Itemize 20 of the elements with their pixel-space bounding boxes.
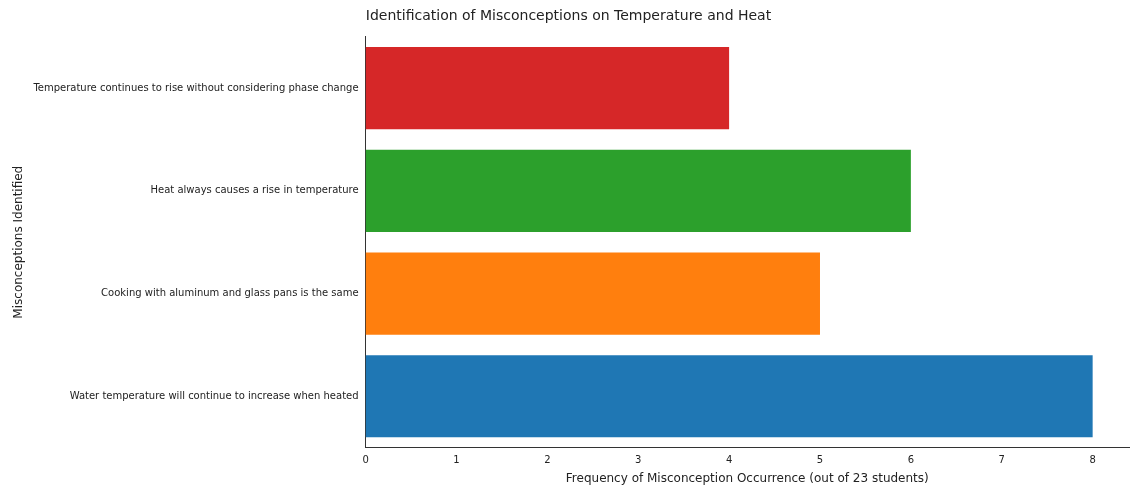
y-tick-label: Water temperature will continue to increase when heated bbox=[69, 389, 359, 401]
x-tick-label: 3 bbox=[635, 454, 642, 466]
y-axis-title: Misconceptions Identified bbox=[11, 165, 26, 319]
y-tick-label: Temperature continues to rise without considering phase change bbox=[32, 81, 359, 93]
x-tick-label: 0 bbox=[362, 454, 369, 466]
bar bbox=[365, 47, 730, 130]
x-tick-label: 8 bbox=[1089, 454, 1096, 466]
x-axis-title: Frequency of Misconception Occurrence (out of 23 students) bbox=[565, 470, 929, 485]
x-tick-label: 5 bbox=[816, 454, 824, 466]
x-tick-label: 6 bbox=[907, 454, 915, 466]
chart-title: Identification of Misconceptions on Temperature and Heat bbox=[365, 7, 772, 24]
x-tick-label: 1 bbox=[453, 454, 460, 466]
bar bbox=[365, 149, 911, 232]
x-tick-label: 4 bbox=[725, 454, 733, 466]
y-tick-label: Heat always causes a rise in temperature bbox=[150, 184, 359, 196]
x-tick-label: 7 bbox=[998, 454, 1005, 466]
y-tick-label: Cooking with aluminum and glass pans is the same bbox=[101, 287, 359, 299]
bar bbox=[365, 355, 1093, 438]
bar bbox=[365, 252, 820, 335]
x-tick-label: 2 bbox=[544, 454, 551, 466]
